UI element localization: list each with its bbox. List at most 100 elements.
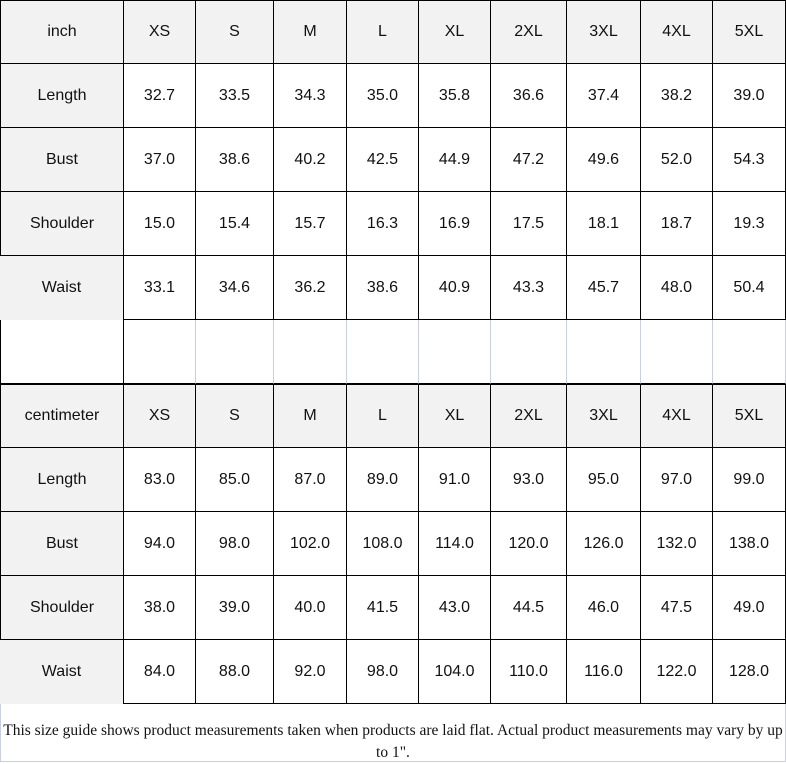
measurement-cell: 108.0 xyxy=(347,512,419,576)
row-label: Waist xyxy=(0,256,124,320)
measurement-cell: 102.0 xyxy=(274,512,347,576)
measurement-cell: 32.7 xyxy=(124,64,196,128)
blank-cell xyxy=(0,320,124,384)
measurement-cell: 33.1 xyxy=(124,256,196,320)
measurement-cell: 35.8 xyxy=(419,64,491,128)
measurement-cell: 19.3 xyxy=(713,192,786,256)
blank-cell xyxy=(196,320,274,384)
centimeter-size-table: centimeter XS S M L XL 2XL 3XL 4XL 5XL Length 83.0 8… xyxy=(0,384,786,704)
size-header: XS xyxy=(124,384,196,448)
blank-cell xyxy=(347,320,419,384)
blank-cell xyxy=(567,320,641,384)
measurement-cell: 132.0 xyxy=(641,512,713,576)
measurement-cell: 18.1 xyxy=(567,192,641,256)
size-header: 4XL xyxy=(641,384,713,448)
measurement-cell: 46.0 xyxy=(567,576,641,640)
size-header: XS xyxy=(124,0,196,64)
row-label: Length xyxy=(0,64,124,128)
size-header: 5XL xyxy=(713,384,786,448)
measurement-cell: 40.2 xyxy=(274,128,347,192)
blank-cell xyxy=(274,320,347,384)
measurement-cell: 43.3 xyxy=(491,256,567,320)
blank-cell xyxy=(124,320,196,384)
blank-cell xyxy=(491,320,567,384)
measurement-cell: 120.0 xyxy=(491,512,567,576)
measurement-cell: 40.9 xyxy=(419,256,491,320)
measurement-cell: 84.0 xyxy=(124,640,196,704)
unit-header: centimeter xyxy=(0,384,124,448)
measurement-cell: 15.0 xyxy=(124,192,196,256)
size-header: 4XL xyxy=(641,0,713,64)
measurement-cell: 42.5 xyxy=(347,128,419,192)
measurement-cell: 49.0 xyxy=(713,576,786,640)
measurement-cell: 138.0 xyxy=(713,512,786,576)
measurement-cell: 41.5 xyxy=(347,576,419,640)
measurement-cell: 36.2 xyxy=(274,256,347,320)
measurement-cell: 97.0 xyxy=(641,448,713,512)
measurement-cell: 37.4 xyxy=(567,64,641,128)
measurement-cell: 35.0 xyxy=(347,64,419,128)
measurement-cell: 15.4 xyxy=(196,192,274,256)
measurement-cell: 34.3 xyxy=(274,64,347,128)
measurement-cell: 87.0 xyxy=(274,448,347,512)
row-label: Length xyxy=(0,448,124,512)
unit-header: inch xyxy=(0,0,124,64)
measurement-cell: 17.5 xyxy=(491,192,567,256)
row-label: Waist xyxy=(0,640,124,704)
size-header: L xyxy=(347,384,419,448)
spacer-row xyxy=(0,320,786,384)
measurement-cell: 98.0 xyxy=(347,640,419,704)
measurement-cell: 33.5 xyxy=(196,64,274,128)
measurement-cell: 16.3 xyxy=(347,192,419,256)
size-header: 3XL xyxy=(567,384,641,448)
measurement-cell: 94.0 xyxy=(124,512,196,576)
measurement-cell: 122.0 xyxy=(641,640,713,704)
measurement-cell: 44.5 xyxy=(491,576,567,640)
measurement-cell: 89.0 xyxy=(347,448,419,512)
measurement-cell: 114.0 xyxy=(419,512,491,576)
measurement-cell: 37.0 xyxy=(124,128,196,192)
blank-cell xyxy=(713,320,786,384)
measurement-cell: 49.6 xyxy=(567,128,641,192)
measurement-cell: 92.0 xyxy=(274,640,347,704)
measurement-cell: 47.2 xyxy=(491,128,567,192)
measurement-cell: 43.0 xyxy=(419,576,491,640)
size-header: M xyxy=(274,384,347,448)
size-header: L xyxy=(347,0,419,64)
measurement-cell: 54.3 xyxy=(713,128,786,192)
size-header: 3XL xyxy=(567,0,641,64)
size-header: XL xyxy=(419,0,491,64)
row-label: Shoulder xyxy=(0,192,124,256)
measurement-cell: 128.0 xyxy=(713,640,786,704)
measurement-cell: 38.0 xyxy=(124,576,196,640)
measurement-cell: 95.0 xyxy=(567,448,641,512)
measurement-cell: 44.9 xyxy=(419,128,491,192)
size-header: S xyxy=(196,0,274,64)
measurement-cell: 39.0 xyxy=(713,64,786,128)
measurement-cell: 45.7 xyxy=(567,256,641,320)
measurement-cell: 99.0 xyxy=(713,448,786,512)
measurement-cell: 36.6 xyxy=(491,64,567,128)
row-label: Shoulder xyxy=(0,576,124,640)
measurement-cell: 91.0 xyxy=(419,448,491,512)
measurement-cell: 88.0 xyxy=(196,640,274,704)
row-label: Bust xyxy=(0,512,124,576)
size-header: XL xyxy=(419,384,491,448)
measurement-cell: 38.6 xyxy=(196,128,274,192)
size-guide-note: This size guide shows product measuremen… xyxy=(0,704,786,762)
measurement-cell: 83.0 xyxy=(124,448,196,512)
measurement-cell: 15.7 xyxy=(274,192,347,256)
size-header: M xyxy=(274,0,347,64)
measurement-cell: 110.0 xyxy=(491,640,567,704)
measurement-cell: 18.7 xyxy=(641,192,713,256)
measurement-cell: 93.0 xyxy=(491,448,567,512)
measurement-cell: 52.0 xyxy=(641,128,713,192)
measurement-cell: 126.0 xyxy=(567,512,641,576)
inch-size-table: inch XS S M L XL 2XL 3XL 4XL 5XL Length 32.7 33.5 34.… xyxy=(0,0,786,320)
measurement-cell: 38.6 xyxy=(347,256,419,320)
size-header: 5XL xyxy=(713,0,786,64)
size-header: 2XL xyxy=(491,0,567,64)
size-header: S xyxy=(196,384,274,448)
measurement-cell: 47.5 xyxy=(641,576,713,640)
measurement-cell: 39.0 xyxy=(196,576,274,640)
